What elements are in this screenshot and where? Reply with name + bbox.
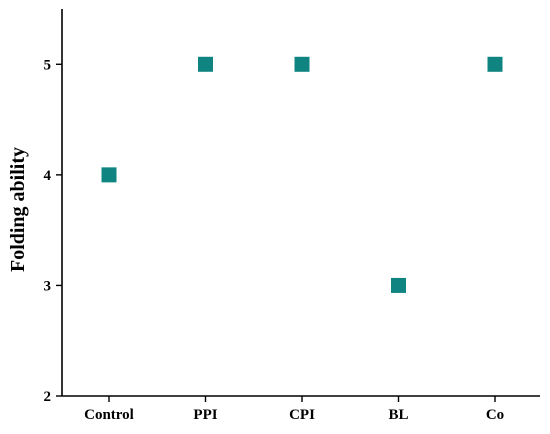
data-point-co bbox=[487, 56, 503, 72]
axes bbox=[61, 9, 540, 397]
y-tick-label: 3 bbox=[44, 278, 52, 294]
data-point-bl bbox=[391, 277, 406, 293]
data-point-cpi bbox=[294, 56, 310, 72]
x-tick-label: PPI bbox=[193, 407, 217, 423]
data-points bbox=[101, 56, 503, 293]
y-tick-label: 2 bbox=[44, 389, 52, 405]
y-tick-label: 4 bbox=[44, 168, 52, 184]
x-tick-label: Co bbox=[486, 407, 504, 423]
data-point-ppi bbox=[198, 56, 213, 72]
y-tick-label: 5 bbox=[44, 57, 52, 73]
data-point-control bbox=[101, 167, 117, 183]
x-tick-label: CPI bbox=[289, 407, 315, 423]
y-ticks: 2 3 4 5 bbox=[44, 57, 62, 405]
x-tick-label: BL bbox=[388, 407, 408, 423]
x-ticks: Control PPI CPI BL Co bbox=[84, 396, 504, 423]
x-tick-label: Control bbox=[84, 407, 134, 423]
y-axis-title: Folding ability bbox=[7, 147, 29, 272]
